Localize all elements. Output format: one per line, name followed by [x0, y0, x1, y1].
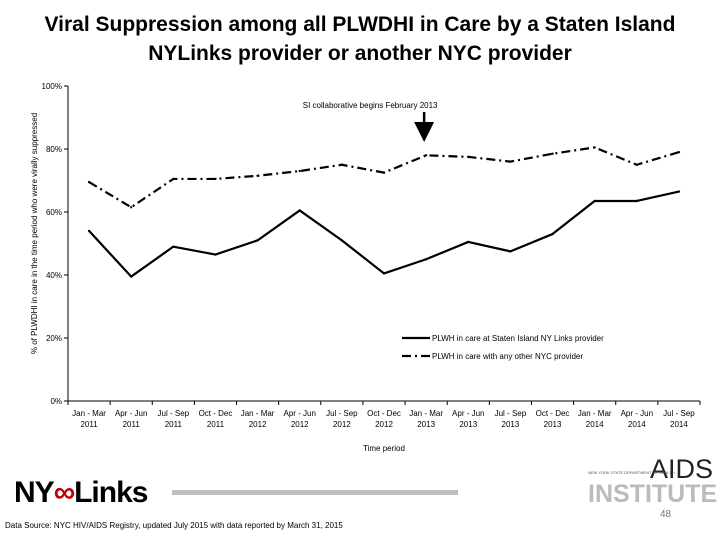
series-1-point: [551, 232, 554, 236]
series-1-point: [298, 209, 301, 212]
decorative-bar: [172, 490, 458, 495]
series-1-point: [340, 239, 344, 242]
x-tick-label: Jul - Sep 2011: [158, 409, 190, 429]
x-tick-label: Apr - Jun 2014: [621, 409, 653, 429]
series-2-point: [635, 163, 638, 166]
y-axis-title: % of PLWDHI in care in the time period w…: [30, 113, 39, 354]
series-1-point: [172, 245, 175, 248]
annotation-text: SI collaborative begins February 2013: [303, 101, 438, 110]
series-1-point: [467, 240, 470, 244]
y-tick-label: 40%: [46, 271, 62, 280]
legend-label-2: PLWH in care with any other NYC provider: [432, 352, 583, 361]
x-tick-label: Jul - Sep 2014: [663, 409, 695, 429]
series-1-point: [256, 239, 259, 242]
x-tick-label: Jul - Sep 2013: [495, 409, 527, 429]
x-tick-label: Apr - Jun 2011: [115, 409, 147, 429]
series-2-point: [87, 180, 91, 184]
series-2-point: [467, 155, 470, 159]
x-tick-label: Apr - Jun 2013: [452, 409, 484, 429]
series-line-1: [88, 190, 680, 278]
x-tick-label: Oct - Dec 2013: [536, 409, 570, 429]
x-tick-label: Jan - Mar 2014: [578, 409, 612, 429]
data-source-note: Data Source: NYC HIV/AIDS Registry, upda…: [5, 521, 343, 530]
x-tick-label: Jan - Mar 2012: [241, 409, 275, 429]
series-2-point: [509, 160, 512, 163]
y-tick-label: 20%: [46, 334, 62, 343]
page-number: 48: [660, 509, 672, 520]
x-tick-label: Jan - Mar 2013: [409, 409, 443, 429]
series-1-point: [214, 253, 217, 256]
series-2-point: [593, 146, 596, 149]
y-tick-label: 0%: [50, 397, 62, 406]
x-tick-label: Apr - Jun 2012: [283, 409, 315, 429]
x-tick-label: Jul - Sep 2012: [326, 409, 358, 429]
ny-links-logo: NY∞Links: [14, 476, 148, 509]
series-2-point: [340, 163, 344, 166]
y-tick-label: 100%: [42, 82, 62, 91]
x-tick-label: Oct - Dec 2012: [367, 409, 401, 429]
x-tick-label: Oct - Dec 2011: [199, 409, 233, 429]
series-2-point: [256, 174, 259, 177]
series-1-point: [424, 258, 428, 261]
series-1-point: [593, 199, 596, 203]
legend-label-1: PLWH in care at Staten Island NY Links p…: [432, 334, 604, 343]
series-1-point: [130, 275, 133, 278]
series-2-point: [677, 150, 681, 154]
series-2-point: [298, 169, 301, 173]
series-2-point: [172, 177, 175, 181]
chart-title: Viral Suppression among all PLWDHI in Ca…: [44, 13, 676, 65]
series-2-point: [424, 154, 428, 157]
series-line-2: [88, 146, 680, 209]
x-axis-title: Time period: [363, 444, 405, 453]
series-2-point: [130, 206, 133, 209]
aids-institute-logo: NEW YORK STATE DEPARTMENT OF HEALTH AIDS…: [588, 454, 718, 508]
series-1-point: [635, 199, 638, 203]
series-2-point: [214, 177, 217, 181]
series-1-point: [509, 250, 512, 253]
series-2-point: [551, 152, 554, 155]
y-tick-label: 60%: [46, 208, 62, 217]
series-1-point: [677, 190, 681, 193]
series-2-point: [382, 171, 386, 174]
x-tick-label: Jan - Mar 2011: [72, 409, 106, 429]
y-tick-label: 80%: [46, 145, 62, 154]
series-1-point: [382, 272, 386, 275]
series-1-point: [87, 229, 91, 233]
